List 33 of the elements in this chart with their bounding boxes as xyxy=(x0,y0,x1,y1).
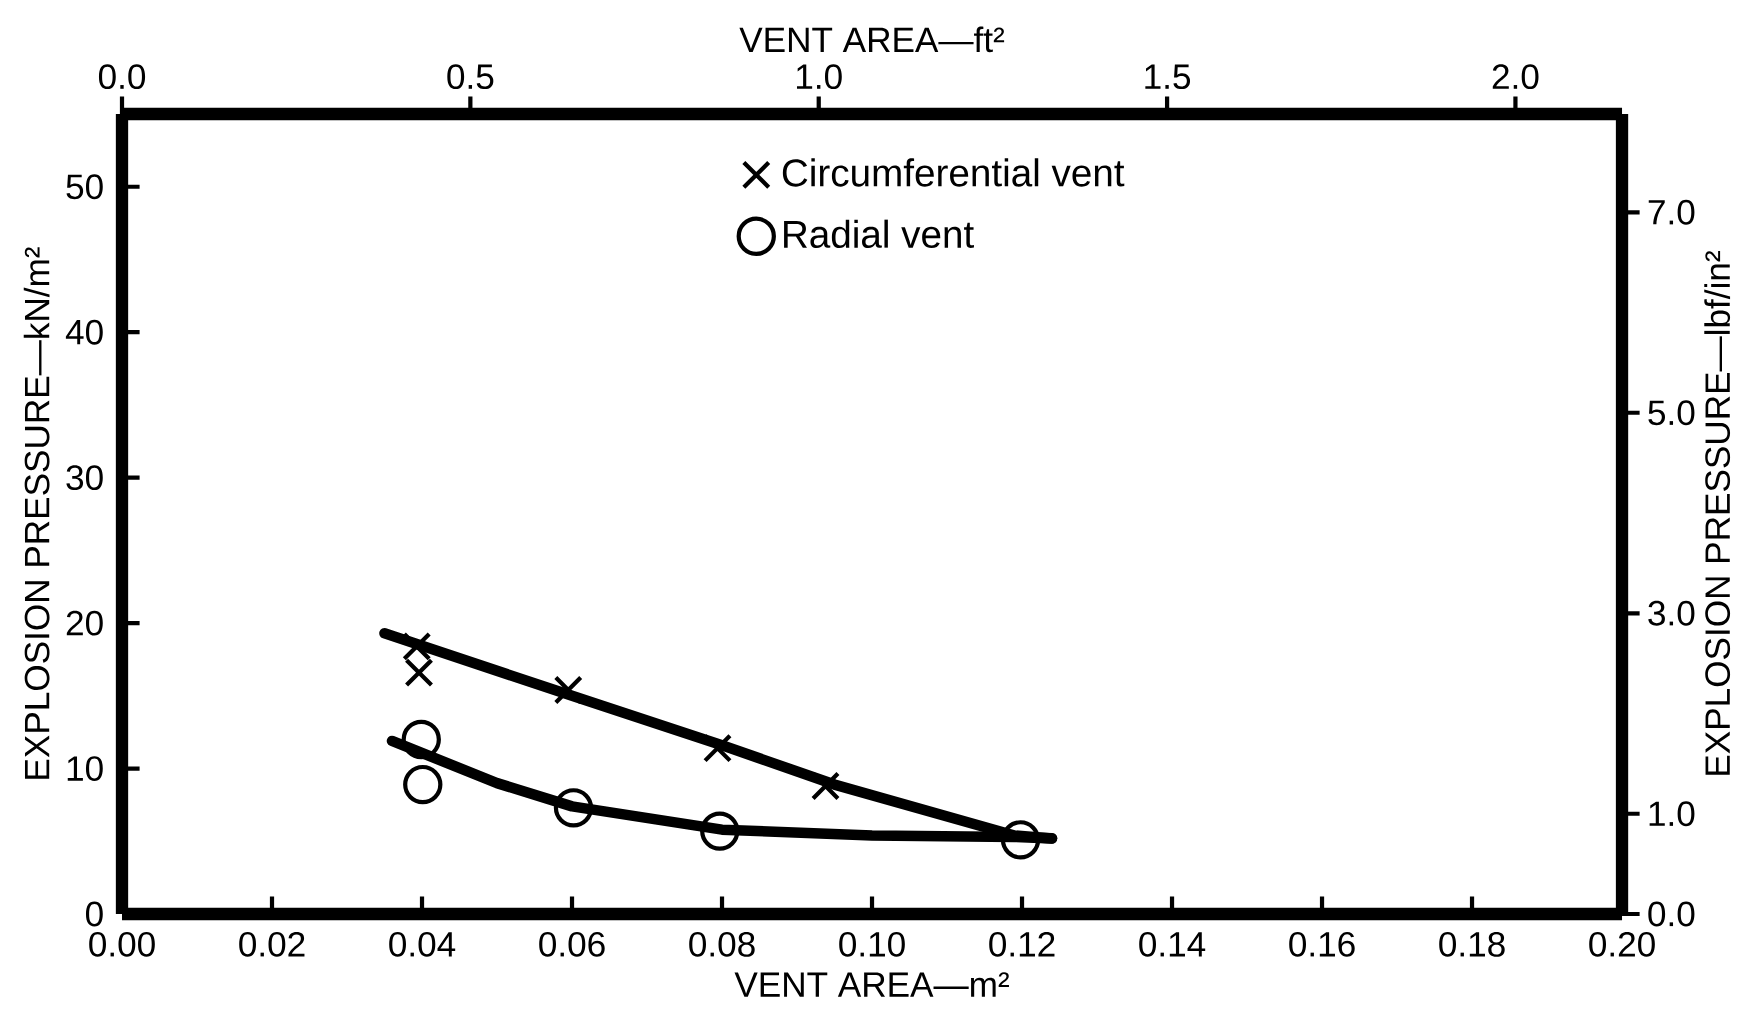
y-tick-label: 40 xyxy=(65,319,103,345)
legend-label: Radial vent xyxy=(784,219,974,249)
y-tick-label: 30 xyxy=(66,465,103,491)
x-tick-label: 0.06 xyxy=(539,931,605,957)
x2-tick-label: 2.0 xyxy=(1492,64,1539,90)
y2-tick-label: 7.0 xyxy=(1648,199,1695,225)
x2-tick-label: 0.5 xyxy=(447,64,494,90)
x-tick-label: 0.20 xyxy=(1589,931,1655,957)
y2-tick-label: 1.0 xyxy=(1649,801,1695,827)
x-tick-label: 0.12 xyxy=(989,931,1055,957)
y2-tick-label: 5.0 xyxy=(1648,400,1695,426)
x2-tick-label: 1.0 xyxy=(797,64,842,90)
x-tick-label: 0.04 xyxy=(389,931,456,957)
legend-label: Circumferential vent xyxy=(782,158,1125,187)
x-axis-title: VENT AREA—m² xyxy=(734,972,1009,997)
y-tick-label: 50 xyxy=(66,174,103,200)
x-tick-label: 0.16 xyxy=(1289,931,1355,957)
x2-tick-label: 1.5 xyxy=(1145,64,1191,90)
x-tick-label: 0.02 xyxy=(239,931,305,957)
x2-tick-label: 0.0 xyxy=(98,64,146,90)
y2-tick-label: 3.0 xyxy=(1648,600,1695,626)
y2-tick-label: 0.0 xyxy=(1648,901,1695,927)
y-tick-label: 20 xyxy=(66,610,103,636)
x2-axis-title: VENT AREA—ft² xyxy=(739,26,1005,53)
x-tick-label: 0.10 xyxy=(839,931,905,957)
x-tick-label: 0.00 xyxy=(89,931,155,957)
y2-axis-title: EXPLOSION PRESSURE—lbf/in² xyxy=(1704,251,1731,775)
x-tick-label: 0.14 xyxy=(1139,931,1206,957)
x-tick-label: 0.18 xyxy=(1439,931,1505,957)
x-tick-label: 0.08 xyxy=(689,931,755,957)
y-axis-title: EXPLOSION PRESSURE—kN/m² xyxy=(23,247,50,779)
y-tick-label: 0 xyxy=(85,901,103,927)
y-tick-label: 10 xyxy=(67,756,103,781)
